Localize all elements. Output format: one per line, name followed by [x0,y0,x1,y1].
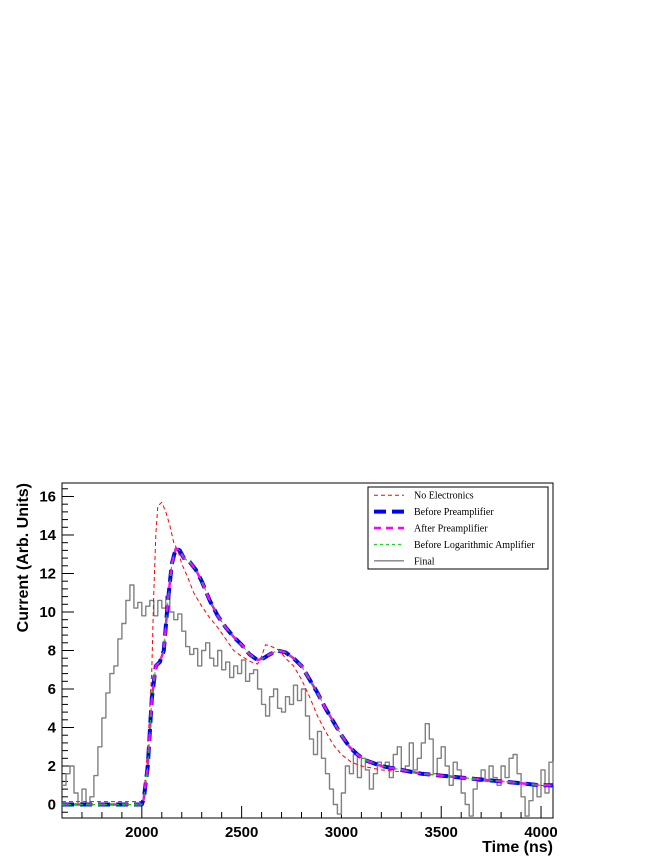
x-tick-label: 3000 [325,824,358,841]
series-layer [62,501,554,817]
y-tick-label: 10 [39,604,56,621]
y-tick-label: 4 [48,720,57,737]
y-tick-label: 16 [39,488,56,505]
x-tick-label: 4000 [524,824,557,841]
y-tick-label: 2 [48,758,56,775]
series-line-2 [62,547,553,806]
y-tick-label: 8 [48,643,56,660]
series-line-4 [62,584,554,817]
y-tick-label: 12 [39,565,56,582]
series-line-3 [62,548,553,805]
legend-label-2: After Preamplifier [414,524,488,535]
legend-label-3: Before Logarithmic Amplifier [414,540,535,551]
x-tick-label: 3500 [425,824,458,841]
y-tick-label: 0 [48,797,56,814]
x-tick-label: 2000 [125,824,158,841]
y-axis: 0 2 4 6 8 10 12 14 16 [39,488,74,814]
legend-label-1: Before Preamplifier [414,507,494,518]
legend-label-4: Final [414,556,435,567]
y-tick-label: 6 [48,681,56,698]
x-tick-label: 2500 [225,824,258,841]
legend-label-0: No Electronics [414,491,474,502]
legend: No Electronics Before Preamplifier After P… [367,486,549,570]
x-axis-title: Time (ns) [482,839,553,856]
y-axis-title: Current (Arb. Units) [15,483,32,632]
y-tick-label: 14 [39,527,56,544]
x-axis: 2000 2500 3000 3500 4000 [61,806,558,841]
